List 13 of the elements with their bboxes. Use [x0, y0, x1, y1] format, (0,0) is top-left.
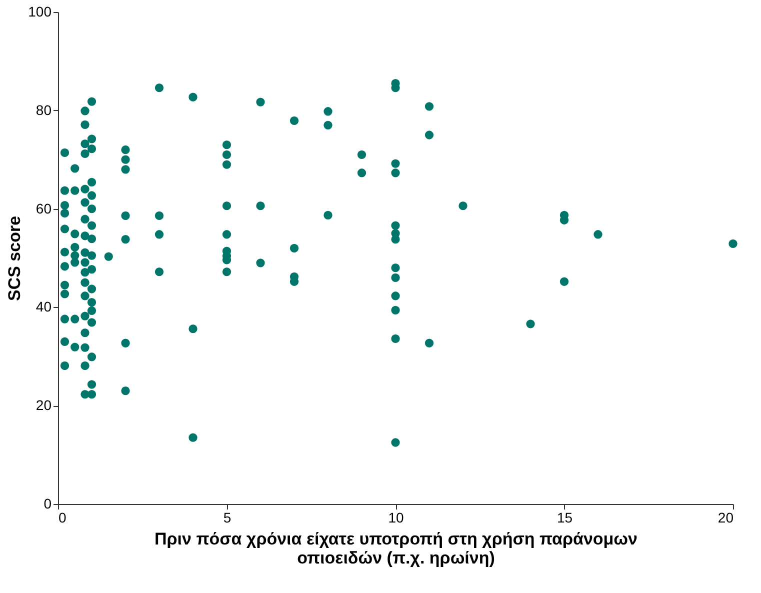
- y-tick-label: 80: [36, 102, 52, 118]
- y-tick-label: 60: [36, 200, 52, 216]
- x-tick-label: 5: [223, 510, 232, 526]
- x-tick-label: 20: [718, 510, 734, 526]
- x-tick-label: 10: [388, 510, 404, 526]
- x-tick-label: 15: [556, 510, 573, 526]
- x-tick-label: 0: [58, 510, 66, 526]
- y-tick-label: 100: [28, 4, 52, 20]
- x-axis-title: Πριν πόσα χρόνια είχατε υποτροπή στη χρήση παράνομων οπιοειδών (π.χ. ηρωίνη): [154, 530, 638, 568]
- y-axis-title: SCS score: [5, 216, 24, 302]
- y-tick-label: 40: [36, 298, 52, 315]
- y-tick-label: 20: [36, 397, 52, 414]
- y-tick-label: 0: [44, 496, 52, 512]
